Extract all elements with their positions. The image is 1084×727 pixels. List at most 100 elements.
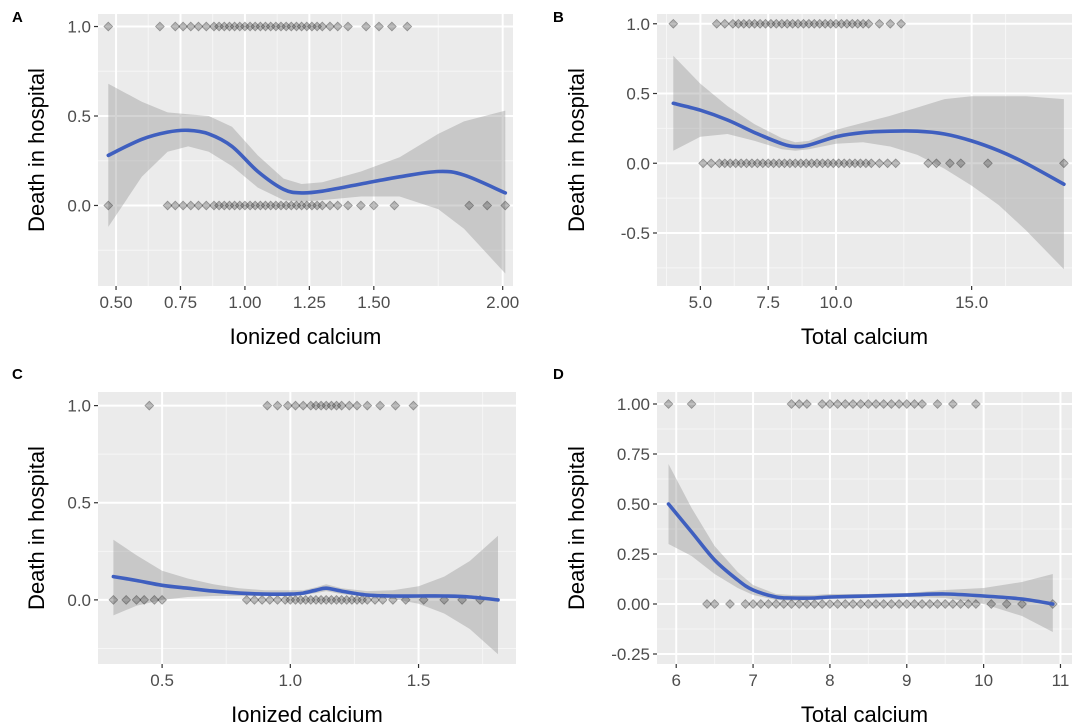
data-point	[776, 18, 787, 29]
confidence-band	[108, 83, 506, 274]
data-point	[276, 200, 286, 211]
data-point	[901, 399, 912, 409]
data-point	[828, 158, 839, 169]
data-point	[280, 594, 291, 605]
y-axis-title: Death in hospital	[24, 68, 49, 232]
data-point	[389, 200, 400, 211]
data-point	[321, 400, 332, 411]
data-point	[917, 399, 928, 409]
x-tick-label: 7.5	[756, 293, 780, 312]
y-axis-title: Death in hospital	[564, 68, 589, 232]
data-point	[786, 399, 797, 409]
data-point	[860, 158, 871, 169]
y-tick-label: -0.25	[611, 645, 650, 664]
data-point	[878, 399, 889, 409]
data-point	[209, 21, 219, 32]
x-tick-label: 1.25	[293, 293, 326, 312]
data-point	[214, 21, 225, 32]
panel-c: C 0.0 0.5 1.0 0.5 1.0 1.5 Ionized calcium Death …	[12, 366, 516, 727]
data-point	[229, 21, 240, 32]
plot-content	[663, 399, 1058, 632]
data-point	[306, 200, 317, 211]
data-point	[201, 21, 212, 32]
data-point	[170, 21, 181, 32]
data-point	[814, 18, 825, 29]
data-point	[185, 21, 196, 32]
smooth-line	[106, 128, 508, 195]
data-point	[801, 599, 812, 609]
data-point	[286, 21, 297, 32]
data-point	[778, 599, 789, 609]
data-point	[178, 21, 189, 32]
data-point	[408, 400, 419, 411]
data-point	[255, 21, 266, 32]
data-point	[121, 594, 132, 605]
data-point	[749, 18, 760, 29]
data-point	[285, 594, 296, 605]
data-point	[886, 399, 897, 409]
data-point	[909, 399, 920, 409]
data-point	[725, 599, 735, 609]
data-point	[352, 400, 362, 411]
data-point	[139, 594, 150, 605]
data-point	[832, 599, 843, 609]
data-point	[219, 200, 230, 211]
data-point	[311, 594, 321, 605]
x-axis-title: Ionized calcium	[230, 324, 382, 349]
data-point	[760, 18, 771, 29]
data-point	[982, 158, 993, 169]
data-point	[863, 599, 874, 609]
data-point	[1001, 599, 1012, 609]
y-tick-label: 0.25	[617, 545, 650, 564]
data-point	[193, 200, 204, 211]
data-point	[986, 599, 997, 609]
data-point	[932, 399, 943, 409]
x-tick-label: 0.5	[150, 671, 174, 690]
data-point	[771, 599, 782, 609]
data-point	[782, 18, 793, 29]
data-point	[260, 200, 271, 211]
data-point	[298, 400, 309, 411]
y-axis-title: Death in hospital	[24, 446, 49, 610]
data-point	[312, 200, 323, 211]
data-point	[272, 400, 283, 411]
x-tick-label: 8	[825, 671, 834, 690]
data-point	[239, 21, 250, 32]
data-point	[896, 18, 907, 29]
data-point	[940, 599, 951, 609]
plot-content	[103, 21, 511, 274]
data-point	[790, 158, 801, 169]
data-point	[755, 599, 766, 609]
x-axis-title: Ionized calcium	[231, 702, 383, 727]
data-point	[317, 200, 328, 211]
data-point	[214, 200, 225, 211]
data-point	[852, 18, 863, 29]
data-point	[840, 399, 851, 409]
data-point	[702, 599, 712, 609]
data-point	[947, 399, 958, 409]
data-point	[850, 158, 860, 169]
data-point	[170, 200, 181, 211]
y-tick-label: 0.5	[626, 85, 650, 104]
data-point	[390, 400, 401, 411]
data-point	[931, 158, 942, 169]
data-point	[262, 400, 273, 411]
data-point	[1017, 599, 1027, 609]
x-tick-label: 11	[1052, 671, 1070, 690]
data-point	[103, 21, 114, 32]
data-point	[154, 21, 165, 32]
data-point	[871, 399, 881, 409]
data-point	[709, 599, 720, 609]
x-tick-label: 0.50	[99, 293, 132, 312]
data-point	[286, 200, 297, 211]
data-point	[736, 158, 747, 169]
data-point	[245, 21, 256, 32]
data-point	[833, 158, 844, 169]
data-point	[265, 21, 276, 32]
panel-letter: C	[12, 366, 23, 383]
y-tick-label: 1.0	[67, 18, 91, 37]
data-point	[362, 594, 373, 605]
data-point	[812, 158, 822, 169]
smooth-line	[671, 101, 1066, 186]
